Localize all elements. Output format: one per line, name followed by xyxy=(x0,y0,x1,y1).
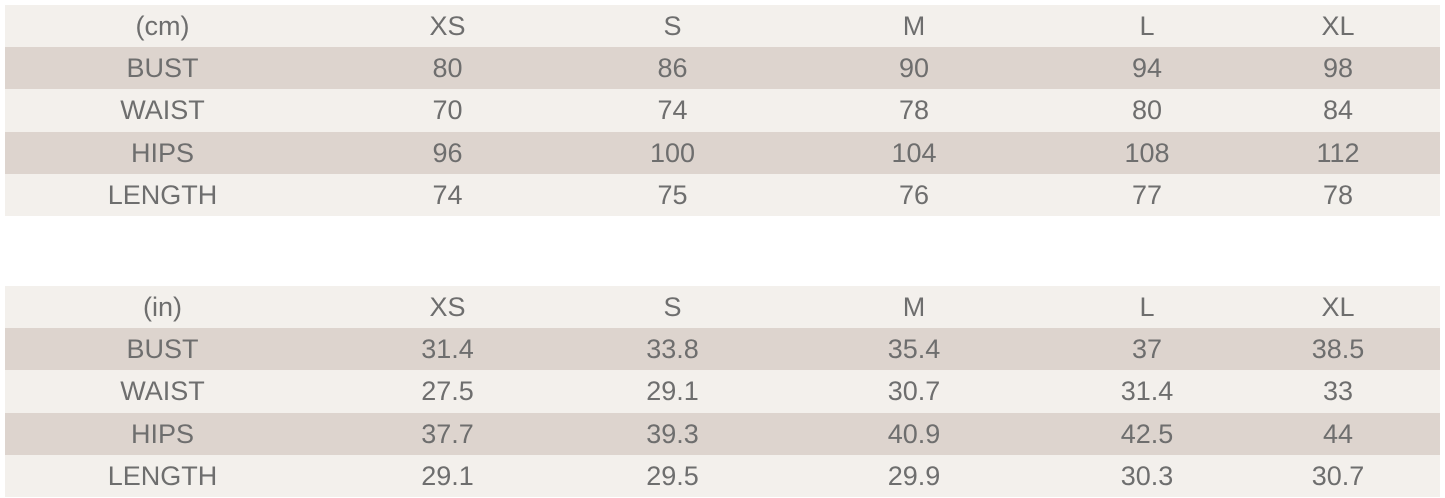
table-row: BUST 31.4 33.8 35.4 37 38.5 xyxy=(5,328,1440,371)
row-label: HIPS xyxy=(130,137,195,168)
table-cell: 84 xyxy=(1322,95,1354,126)
table-row: HIPS 96 100 104 108 112 xyxy=(5,131,1440,174)
table-cell: 70 xyxy=(432,95,463,126)
row-label: BUST xyxy=(126,334,199,365)
table-cell: 96 xyxy=(432,137,463,168)
table-cell: XL xyxy=(1321,11,1355,42)
table-cell: 29.5 xyxy=(646,460,699,491)
table-cell: 37 xyxy=(1131,334,1163,365)
table-cell: 27.5 xyxy=(421,376,474,407)
table-cell: 42.5 xyxy=(1120,418,1174,449)
row-label: WAIST xyxy=(120,95,205,126)
table-cell: 33.8 xyxy=(646,334,699,365)
table-cell: 78 xyxy=(1322,179,1354,210)
table-row: BUST 80 86 90 94 98 xyxy=(5,47,1440,90)
table-cell: 80 xyxy=(432,53,463,84)
row-label: WAIST xyxy=(120,376,205,407)
row-label: (in) xyxy=(143,292,182,323)
table-cell: 74 xyxy=(657,95,688,126)
table-cell: 37.7 xyxy=(421,418,474,449)
table-cell: 100 xyxy=(649,137,696,168)
table-cell: XL xyxy=(1321,292,1355,323)
size-table-cm: (cm) XS S M L XL BUST 80 86 90 94 98 WAIST 70 74 78 80 84… xyxy=(5,5,1440,216)
table-cell: 94 xyxy=(1131,53,1163,84)
table-cell: 33 xyxy=(1322,376,1354,407)
table-cell: 108 xyxy=(1124,137,1170,168)
row-label: BUST xyxy=(126,53,199,84)
header-row: (in) XS S M L XL xyxy=(5,286,1440,329)
table-cell: 98 xyxy=(1322,53,1354,84)
table-cell: 31.4 xyxy=(421,334,474,365)
table-cell: 74 xyxy=(432,179,463,210)
table-cell: S xyxy=(663,292,682,323)
table-cell: 29.9 xyxy=(887,460,941,491)
row-label: LENGTH xyxy=(107,179,218,210)
table-cell: 44 xyxy=(1322,418,1354,449)
table-row: HIPS 37.7 39.3 40.9 42.5 44 xyxy=(5,412,1440,455)
table-cell: 35.4 xyxy=(887,334,941,365)
header-row: (cm) XS S M L XL xyxy=(5,5,1440,48)
row-label: LENGTH xyxy=(107,460,218,491)
table-cell: 75 xyxy=(657,179,688,210)
table-row: LENGTH 74 75 76 77 78 xyxy=(5,173,1440,216)
table-cell: 76 xyxy=(898,179,930,210)
table-cell: 30.7 xyxy=(887,376,941,407)
table-row: WAIST 70 74 78 80 84 xyxy=(5,89,1440,132)
row-label: HIPS xyxy=(130,418,195,449)
table-cell: 29.1 xyxy=(421,460,474,491)
table-cell: 38.5 xyxy=(1311,334,1365,365)
table-cell: 80 xyxy=(1131,95,1163,126)
table-cell: 90 xyxy=(898,53,930,84)
table-cell: 31.4 xyxy=(1120,376,1174,407)
table-cell: 29.1 xyxy=(646,376,699,407)
table-cell: 30.3 xyxy=(1120,460,1174,491)
table-cell: 86 xyxy=(657,53,688,84)
table-cell: XS xyxy=(429,11,466,42)
table-cell: L xyxy=(1139,11,1155,42)
table-cell: 40.9 xyxy=(887,418,941,449)
table-cell: 104 xyxy=(891,137,937,168)
table-cell: M xyxy=(902,11,926,42)
table-cell: 112 xyxy=(1316,137,1360,168)
table-cell: S xyxy=(663,11,682,42)
table-row: WAIST 27.5 29.1 30.7 31.4 33 xyxy=(5,370,1440,413)
row-label: (cm) xyxy=(135,11,190,42)
table-cell: 77 xyxy=(1131,179,1163,210)
table-cell: M xyxy=(902,292,926,323)
size-table-in: (in) XS S M L XL BUST 31.4 33.8 35.4 37 38.5 WAIST 27… xyxy=(5,286,1440,497)
table-cell: L xyxy=(1139,292,1155,323)
table-row: LENGTH 29.1 29.5 29.9 30.3 30.7 xyxy=(5,454,1440,497)
table-cell: 39.3 xyxy=(646,418,699,449)
table-cell: 78 xyxy=(898,95,930,126)
table-cell: XS xyxy=(429,292,466,323)
table-cell: 30.7 xyxy=(1311,460,1365,491)
